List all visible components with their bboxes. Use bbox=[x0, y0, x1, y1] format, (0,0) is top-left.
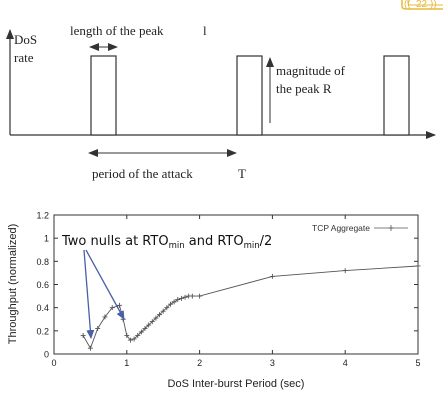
pulse-3 bbox=[383, 55, 410, 136]
legend-marker bbox=[388, 225, 394, 231]
data-point-2 bbox=[95, 326, 101, 332]
data-point-20 bbox=[171, 299, 177, 305]
data-point-3 bbox=[102, 314, 108, 320]
page-number-open-paren: (( bbox=[404, 0, 411, 10]
annotation-mid: and RTO bbox=[185, 234, 244, 249]
data-point-0 bbox=[80, 332, 86, 338]
period-label: period of the attack bbox=[92, 166, 193, 181]
y-tick-label-1: 0.2 bbox=[36, 326, 49, 336]
data-point-13 bbox=[146, 322, 152, 328]
data-point-19 bbox=[167, 301, 173, 307]
data-point-8 bbox=[127, 337, 133, 343]
data-point-12 bbox=[142, 326, 148, 332]
annotation-sub1: min bbox=[169, 241, 185, 251]
badge-border-inner bbox=[407, 0, 443, 6]
x-axis-label: DoS Inter-burst Period (sec) bbox=[168, 378, 305, 390]
data-point-1 bbox=[87, 345, 93, 351]
diagram-y-label-line1: DoS bbox=[14, 32, 37, 47]
data-point-27 bbox=[269, 273, 275, 279]
x-tick-label-4: 4 bbox=[343, 358, 348, 368]
data-point-9 bbox=[131, 336, 137, 342]
legend-label: TCP Aggregate bbox=[312, 223, 370, 233]
data-point-18 bbox=[164, 305, 170, 311]
x-tick-label-5: 5 bbox=[415, 358, 420, 368]
annotation-prefix: Two nulls at RTO bbox=[61, 234, 169, 249]
y-axis-label: Throughput (normalized) bbox=[7, 224, 19, 344]
data-point-14 bbox=[149, 319, 155, 325]
dos-pulse-diagram: DoS rate length of the peak l magnitude … bbox=[5, 23, 436, 181]
series-line-0 bbox=[82, 265, 419, 350]
pulse-2 bbox=[236, 55, 263, 136]
y-tick-label-4: 0.8 bbox=[36, 257, 49, 267]
length-symbol: l bbox=[203, 23, 207, 38]
data-point-29 bbox=[415, 263, 421, 269]
legend: TCP Aggregate bbox=[312, 223, 408, 233]
page-number-badge: (( 22 )) bbox=[401, 0, 443, 10]
x-axis-ticks: 0 1 2 3 4 5 bbox=[51, 215, 421, 368]
data-point-25 bbox=[189, 293, 195, 299]
data-point-16 bbox=[157, 312, 163, 318]
x-tick-label-0: 0 bbox=[51, 358, 56, 368]
data-point-15 bbox=[153, 315, 159, 321]
data-point-5 bbox=[117, 302, 123, 308]
data-point-28 bbox=[342, 268, 348, 274]
annotation-text: Two nulls at RTOmin and RTOmin/2 bbox=[61, 234, 272, 251]
series-tcp-aggregate bbox=[80, 263, 421, 351]
y-tick-label-6: 1.2 bbox=[36, 211, 49, 221]
page-number: 22 bbox=[416, 0, 428, 10]
y-tick-label-3: 0.6 bbox=[36, 280, 49, 290]
period-symbol: T bbox=[238, 166, 246, 181]
data-point-21 bbox=[175, 297, 181, 303]
y-tick-label-5: 1 bbox=[44, 234, 49, 244]
data-point-22 bbox=[178, 295, 184, 301]
data-point-17 bbox=[160, 308, 166, 314]
annotation-sub2: min bbox=[244, 241, 260, 251]
x-tick-label-3: 3 bbox=[270, 358, 275, 368]
annotation-arrow-2 bbox=[85, 249, 125, 320]
annotation-arrow-1 bbox=[83, 249, 95, 339]
data-point-23 bbox=[182, 294, 188, 300]
x-tick-label-1: 1 bbox=[124, 358, 129, 368]
data-point-11 bbox=[138, 329, 144, 335]
x-tick-label-2: 2 bbox=[197, 358, 202, 368]
y-tick-label-0: 0 bbox=[44, 350, 49, 360]
y-axis-ticks: 0 0.2 0.4 0.6 0.8 1 1.2 bbox=[36, 211, 418, 360]
throughput-chart: 0 0.2 0.4 0.6 0.8 1 1.2 0 1 2 3 4 5 Throughput (nor… bbox=[7, 211, 421, 391]
badge-border bbox=[401, 0, 443, 10]
magnitude-label-line2: the peak R bbox=[276, 81, 332, 96]
annotation-suffix: /2 bbox=[260, 234, 273, 249]
magnitude-label-line1: magnitude of bbox=[276, 63, 346, 78]
y-tick-label-2: 0.4 bbox=[36, 303, 49, 313]
data-point-10 bbox=[135, 332, 141, 338]
data-point-26 bbox=[197, 293, 203, 299]
page-number-close-paren: )) bbox=[430, 0, 437, 10]
diagram-y-label-line2: rate bbox=[14, 50, 34, 65]
pulse-1 bbox=[90, 55, 117, 136]
length-of-peak-label: length of the peak bbox=[70, 23, 164, 38]
data-point-7 bbox=[124, 332, 130, 338]
data-point-4 bbox=[109, 305, 115, 311]
